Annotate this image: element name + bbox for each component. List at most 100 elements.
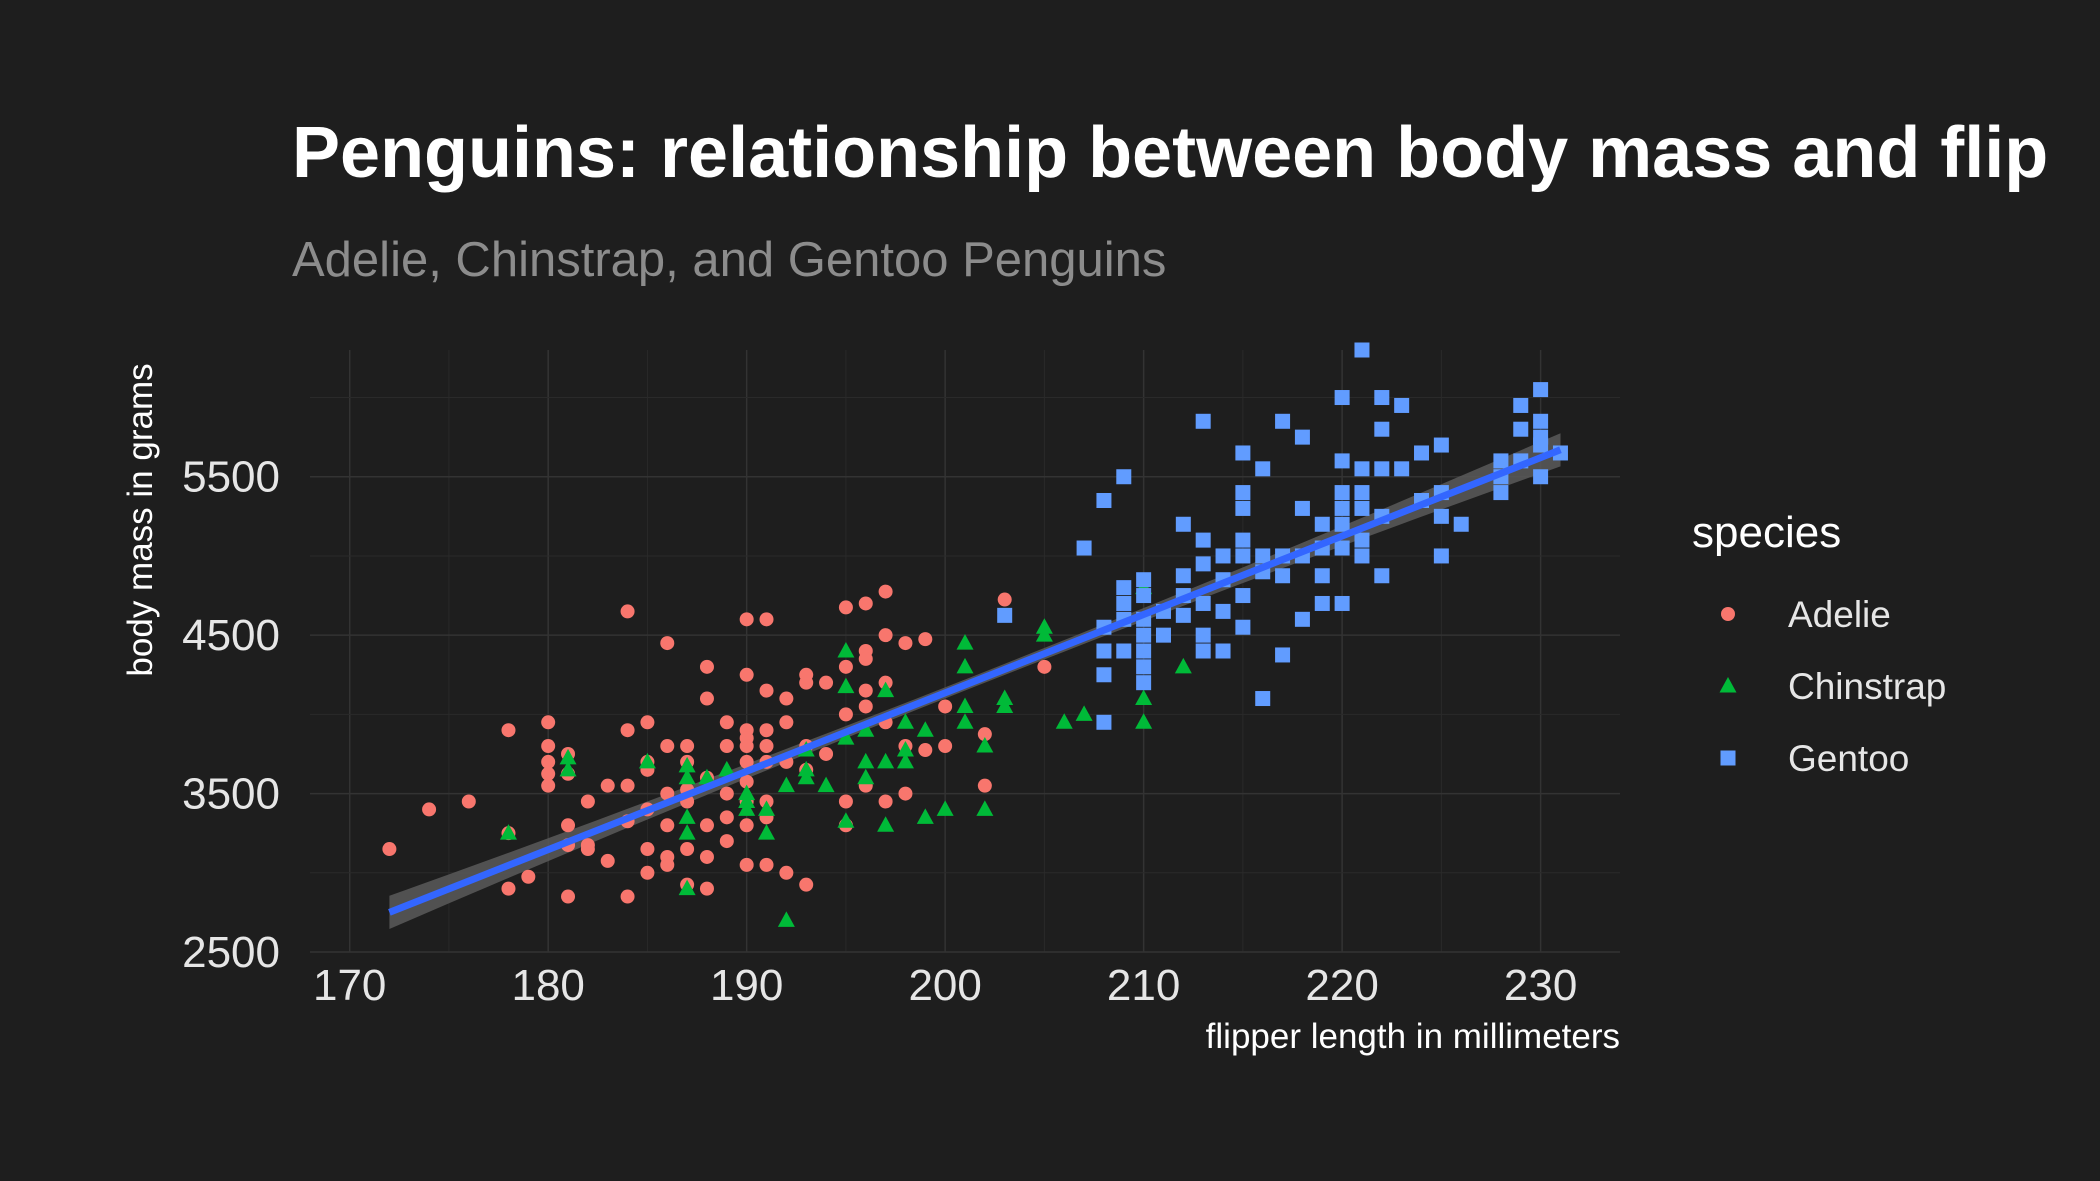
gentoo-point <box>1334 500 1350 516</box>
legend-key-gentoo <box>1720 750 1736 766</box>
chinstrap-point <box>559 760 577 777</box>
adelie-point <box>779 715 794 730</box>
x-axis-ticks: 170 180 190 200 210 220 230 <box>313 961 1577 1010</box>
chinstrap-point <box>896 752 914 769</box>
chinstrap-point <box>976 737 994 753</box>
adelie-point <box>600 778 615 793</box>
gentoo-point <box>1175 607 1191 623</box>
adelie-point <box>561 818 576 833</box>
adelie-point <box>739 739 754 754</box>
chinstrap-point <box>678 808 696 824</box>
chart-title: Penguins: relationship between body mass… <box>292 113 2048 193</box>
adelie-point <box>719 834 734 849</box>
chinstrap-point <box>857 721 875 737</box>
gentoo-point <box>1314 568 1330 584</box>
y-tick-label: 2500 <box>182 928 280 977</box>
gentoo-point <box>1195 532 1211 548</box>
gentoo-point <box>1235 500 1251 516</box>
adelie-point <box>501 881 516 896</box>
adelie-point <box>660 818 675 833</box>
gentoo-point <box>1334 485 1350 501</box>
gentoo-point <box>1096 667 1112 683</box>
adelie-point <box>759 683 774 698</box>
adelie-point <box>739 774 754 789</box>
gentoo-point <box>1294 611 1310 627</box>
gentoo-point <box>1235 588 1251 604</box>
gentoo-point <box>1235 485 1251 501</box>
gentoo-point <box>1096 493 1112 508</box>
chinstrap-point <box>758 824 776 840</box>
gentoo-point <box>1255 461 1271 477</box>
y-tick-label: 5500 <box>182 453 280 502</box>
gentoo-point <box>1533 413 1549 429</box>
chinstrap-point <box>896 713 914 729</box>
adelie-point <box>819 746 834 761</box>
gentoo-point <box>1374 568 1390 584</box>
gentoo-point <box>1334 453 1350 469</box>
chinstrap-point <box>837 677 855 694</box>
adelie-point <box>898 786 913 801</box>
adelie-point <box>580 794 595 809</box>
adelie-point <box>858 651 873 666</box>
gentoo-point <box>1155 627 1171 643</box>
gentoo-point <box>1215 548 1231 564</box>
adelie-point <box>898 636 913 651</box>
adelie-point <box>739 754 754 769</box>
chinstrap-point <box>817 776 835 793</box>
adelie-point <box>799 877 814 892</box>
gentoo-point <box>1136 659 1152 675</box>
gentoo-point <box>1414 445 1430 461</box>
adelie-point <box>699 691 714 706</box>
gentoo-point <box>1294 500 1310 516</box>
trend-line-group <box>388 446 1562 916</box>
adelie-point <box>382 842 397 857</box>
chinstrap-point <box>877 681 895 698</box>
adelie-point <box>918 743 933 758</box>
legend: species Adelie Chinstrap Gentoo <box>1692 508 1946 779</box>
chinstrap-point <box>916 808 934 824</box>
legend-title: species <box>1692 508 1841 557</box>
adelie-point <box>838 794 853 809</box>
gentoo-point <box>1136 627 1152 643</box>
adelie-point <box>779 691 794 706</box>
gentoo-point <box>1513 421 1529 437</box>
adelie-point <box>858 596 873 611</box>
adelie-point <box>699 659 714 674</box>
chinstrap-point <box>738 792 756 808</box>
gentoo-point <box>1354 342 1370 358</box>
adelie-point <box>541 766 556 781</box>
gentoo-point <box>1076 540 1092 556</box>
chinstrap-point <box>956 657 974 674</box>
adelie-point <box>819 675 834 690</box>
chinstrap-point <box>956 697 974 713</box>
adelie-point <box>759 723 774 738</box>
gentoo-point <box>1116 580 1132 596</box>
chinstrap-point <box>877 752 895 769</box>
adelie-point <box>918 632 933 647</box>
adelie-point <box>521 869 536 884</box>
chinstrap-point <box>916 721 934 737</box>
gentoo-point <box>1533 382 1549 398</box>
chinstrap-point <box>996 697 1014 713</box>
adelie-point <box>680 842 695 857</box>
adelie-point <box>640 842 655 857</box>
adelie-point <box>620 723 635 738</box>
gentoo-point <box>1235 619 1251 635</box>
adelie-point <box>699 818 714 833</box>
chinstrap-point <box>678 824 696 840</box>
gentoo-point <box>1195 595 1211 611</box>
chinstrap-point <box>638 752 656 769</box>
adelie-point <box>977 778 992 793</box>
adelie-point <box>620 778 635 793</box>
gentoo-point <box>1195 627 1211 643</box>
adelie-point <box>660 739 675 754</box>
chinstrap-point <box>678 879 696 896</box>
x-tick-label: 230 <box>1504 961 1577 1010</box>
chinstrap-point <box>1035 626 1053 642</box>
chinstrap-point <box>499 824 517 840</box>
gentoo-point <box>1215 643 1231 659</box>
adelie-point <box>719 810 734 825</box>
adelie-point <box>461 794 476 809</box>
chinstrap-point <box>777 911 795 927</box>
y-tick-label: 4500 <box>182 611 280 660</box>
